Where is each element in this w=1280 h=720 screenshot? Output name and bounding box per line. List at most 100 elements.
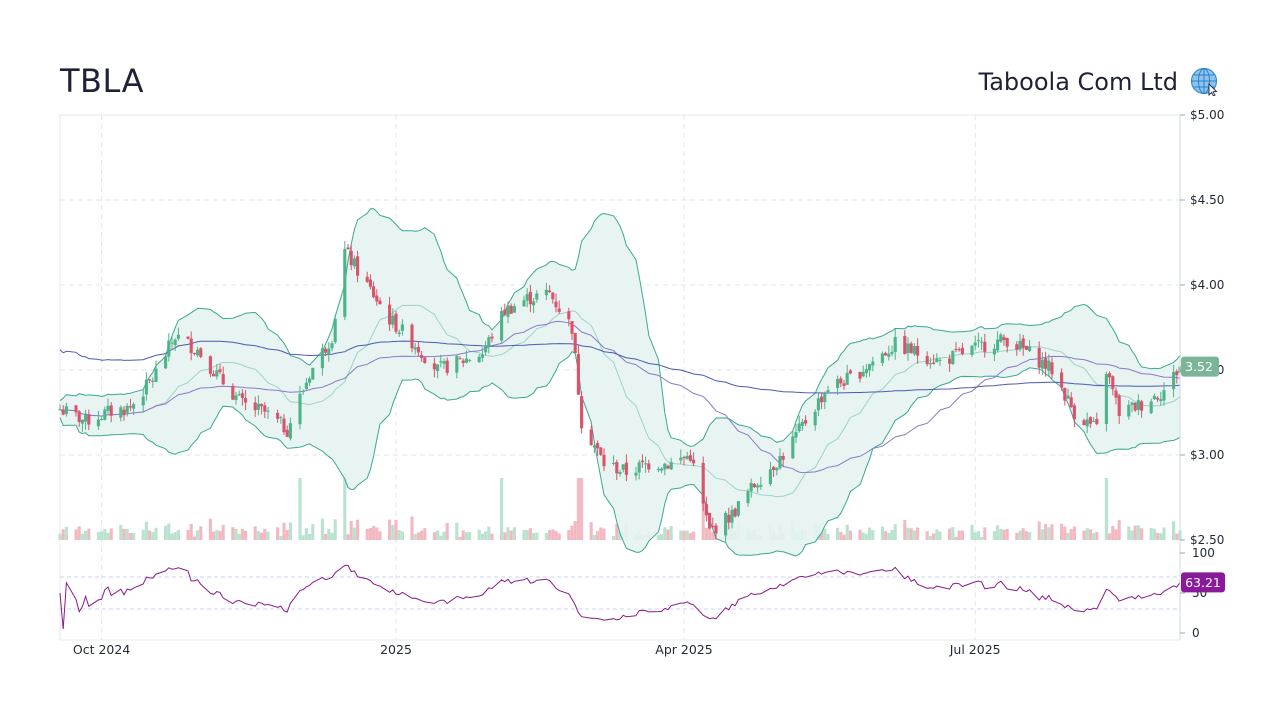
candle-body[interactable] xyxy=(880,353,884,363)
candle-body[interactable] xyxy=(573,332,577,354)
candle-body[interactable] xyxy=(567,311,571,320)
candle-body[interactable] xyxy=(1082,420,1086,426)
candle-body[interactable] xyxy=(61,409,65,415)
candle-body[interactable] xyxy=(1050,362,1054,375)
candle-body[interactable] xyxy=(621,464,625,470)
candle-body[interactable] xyxy=(887,353,891,357)
candle-body[interactable] xyxy=(487,337,491,347)
candle-body[interactable] xyxy=(372,286,376,298)
candle-body[interactable] xyxy=(1044,358,1048,369)
candle-body[interactable] xyxy=(1072,405,1076,420)
candle-body[interactable] xyxy=(343,249,347,317)
candle-body[interactable] xyxy=(378,300,382,305)
candle-body[interactable] xyxy=(84,413,88,422)
candle-body[interactable] xyxy=(500,310,504,341)
candle-body[interactable] xyxy=(141,396,145,406)
candle-body[interactable] xyxy=(797,423,801,432)
candle-body[interactable] xyxy=(1114,390,1118,398)
candle-body[interactable] xyxy=(733,508,737,517)
candle-body[interactable] xyxy=(871,361,875,366)
candle-body[interactable] xyxy=(484,346,488,353)
candle-body[interactable] xyxy=(186,336,190,339)
candle-body[interactable] xyxy=(100,419,104,421)
candle-body[interactable] xyxy=(509,305,513,314)
candle-body[interactable] xyxy=(679,457,683,461)
candle-body[interactable] xyxy=(532,301,536,306)
candle-body[interactable] xyxy=(464,358,468,363)
candle-body[interactable] xyxy=(189,338,193,354)
candle-body[interactable] xyxy=(215,370,219,377)
candle-body[interactable] xyxy=(528,291,532,305)
candle-body[interactable] xyxy=(244,398,248,403)
candle-body[interactable] xyxy=(333,318,337,343)
candle-body[interactable] xyxy=(96,419,100,427)
candle-body[interactable] xyxy=(576,354,580,395)
candle-body[interactable] xyxy=(253,402,257,411)
candle-body[interactable] xyxy=(544,289,548,296)
candle-body[interactable] xyxy=(701,462,705,504)
candle-body[interactable] xyxy=(992,348,996,355)
candle-body[interactable] xyxy=(954,348,958,350)
candle-body[interactable] xyxy=(1140,401,1144,411)
candle-body[interactable] xyxy=(394,313,398,332)
candle-body[interactable] xyxy=(1040,359,1044,369)
candle-body[interactable] xyxy=(103,409,107,420)
candle-body[interactable] xyxy=(231,385,235,400)
candle-body[interactable] xyxy=(154,368,158,382)
candle-body[interactable] xyxy=(192,353,196,355)
candle-body[interactable] xyxy=(909,343,913,353)
candle-body[interactable] xyxy=(551,292,555,300)
candle-body[interactable] xyxy=(132,404,136,409)
candle-body[interactable] xyxy=(327,348,331,355)
candle-body[interactable] xyxy=(144,379,148,395)
candle-body[interactable] xyxy=(656,468,660,471)
candle-body[interactable] xyxy=(128,406,132,408)
candle-body[interactable] xyxy=(240,393,244,398)
candle-body[interactable] xyxy=(1037,347,1041,368)
candle-body[interactable] xyxy=(1092,421,1096,423)
candle-body[interactable] xyxy=(589,429,593,446)
candle-body[interactable] xyxy=(692,459,696,464)
candle-body[interactable] xyxy=(663,463,667,470)
candle-body[interactable] xyxy=(1175,371,1179,376)
candle-body[interactable] xyxy=(548,290,552,293)
candle-body[interactable] xyxy=(752,483,756,488)
candle-body[interactable] xyxy=(221,374,225,385)
candle-body[interactable] xyxy=(660,468,664,471)
candle-body[interactable] xyxy=(432,363,436,370)
candle-body[interactable] xyxy=(951,350,955,365)
candlesticks[interactable] xyxy=(58,240,1182,543)
candle-body[interactable] xyxy=(816,398,820,411)
candle-body[interactable] xyxy=(1088,417,1092,424)
candle-body[interactable] xyxy=(775,467,779,471)
candle-body[interactable] xyxy=(352,258,356,267)
candle-body[interactable] xyxy=(420,355,424,359)
candle-body[interactable] xyxy=(1015,344,1019,350)
candle-body[interactable] xyxy=(864,369,868,374)
candle-body[interactable] xyxy=(842,383,846,386)
candle-body[interactable] xyxy=(980,341,984,343)
candle-body[interactable] xyxy=(935,358,939,363)
candle-body[interactable] xyxy=(861,371,865,377)
candle-body[interactable] xyxy=(615,462,619,474)
candle-body[interactable] xyxy=(596,443,600,449)
candle-body[interactable] xyxy=(948,358,952,364)
candle-body[interactable] xyxy=(58,409,62,411)
candle-body[interactable] xyxy=(1069,397,1073,407)
candle-body[interactable] xyxy=(644,463,648,465)
candle-body[interactable] xyxy=(298,393,302,425)
candle-body[interactable] xyxy=(1018,340,1022,350)
candle-body[interactable] xyxy=(151,380,155,382)
candle-body[interactable] xyxy=(356,256,360,276)
candle-body[interactable] xyxy=(1028,346,1032,352)
candle-body[interactable] xyxy=(612,462,616,464)
candle-body[interactable] xyxy=(64,406,68,415)
candle-body[interactable] xyxy=(618,472,622,474)
candle-body[interactable] xyxy=(932,362,936,364)
candle-body[interactable] xyxy=(823,393,827,402)
candle-body[interactable] xyxy=(397,332,401,334)
candle-body[interactable] xyxy=(1066,395,1070,399)
candle-body[interactable] xyxy=(311,367,315,380)
candle-body[interactable] xyxy=(436,364,440,372)
candle-body[interactable] xyxy=(1108,373,1112,378)
